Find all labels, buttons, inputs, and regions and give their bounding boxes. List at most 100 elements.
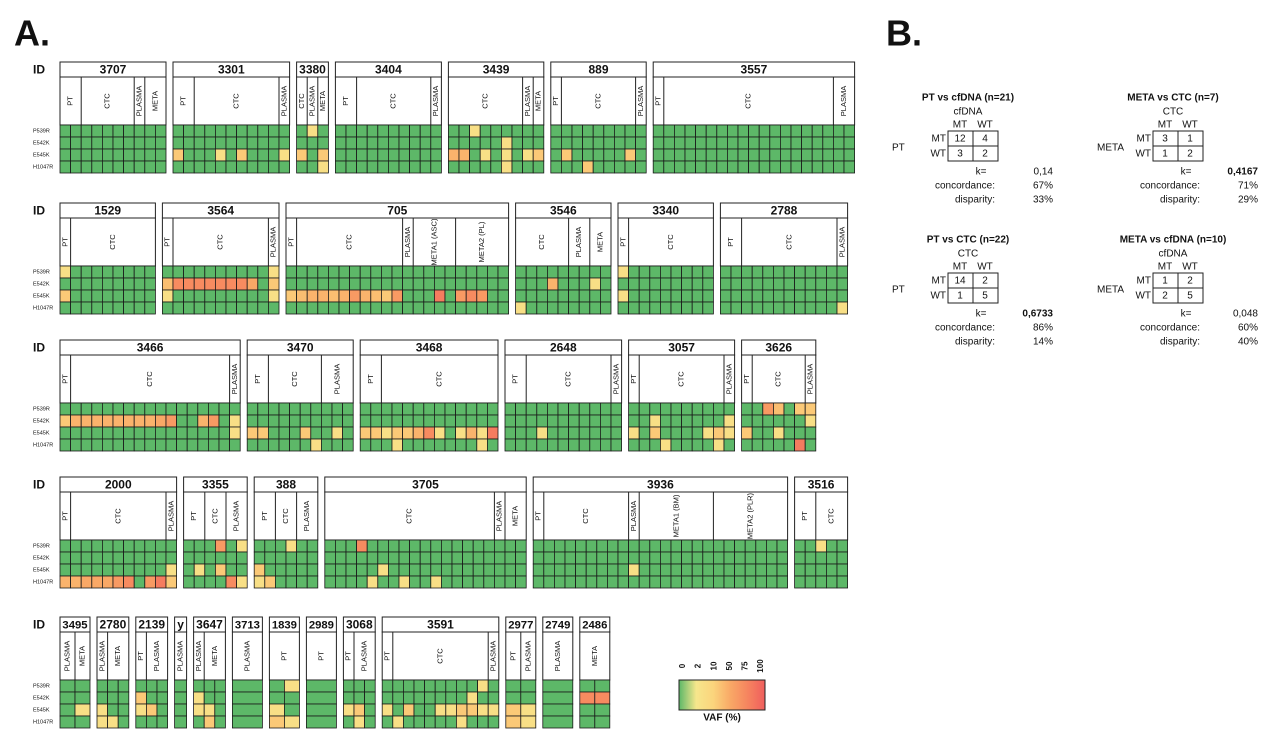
vaf-cell <box>324 551 336 565</box>
vaf-cell <box>836 563 849 577</box>
vaf-cell <box>353 679 366 693</box>
vaf-cell <box>550 148 562 162</box>
vaf-cell <box>257 426 269 440</box>
vaf-cell <box>398 136 411 150</box>
vaf-cell <box>836 539 849 553</box>
vaf-cell <box>557 438 570 452</box>
vaf-cell <box>536 414 548 428</box>
vaf-cell <box>207 426 220 440</box>
vaf-cell <box>762 265 774 279</box>
vaf-cell <box>283 691 300 705</box>
panel-label: A. <box>14 13 50 54</box>
vaf-cell <box>80 160 93 174</box>
vaf-cell <box>59 703 76 717</box>
vaf-cell <box>257 160 269 174</box>
vaf-cell <box>723 402 736 416</box>
sample-box <box>334 76 442 126</box>
vaf-cell <box>465 402 478 416</box>
vaf-cell <box>165 402 178 416</box>
k-label: k= <box>1181 167 1192 178</box>
vaf-cell <box>413 691 426 705</box>
vaf-cell <box>804 563 817 577</box>
vaf-cell <box>267 426 280 440</box>
vaf-cell <box>327 301 340 315</box>
vaf-cell <box>550 160 562 174</box>
vaf-cell <box>695 136 707 150</box>
sample-box <box>161 217 280 267</box>
vaf-cell <box>568 301 580 315</box>
vaf-cell <box>557 402 570 416</box>
vaf-cell <box>663 148 675 162</box>
vaf-cell <box>758 148 771 162</box>
vaf-cell <box>214 160 227 174</box>
vaf-cell <box>402 426 414 440</box>
vaf-cell <box>391 277 404 291</box>
vaf-cell <box>342 426 354 440</box>
vaf-cell <box>193 563 206 577</box>
patient-id: 3713 <box>235 619 260 631</box>
sample-box <box>59 76 167 126</box>
sample-box <box>550 76 647 126</box>
vaf-cell <box>80 414 93 428</box>
vaf-cell <box>370 402 382 416</box>
sample-label: PLASMA <box>97 641 106 671</box>
vaf-cell <box>445 691 457 705</box>
vaf-cell <box>214 563 227 577</box>
vaf-cell <box>493 563 506 577</box>
vaf-cell <box>183 136 195 150</box>
vaf-cell <box>522 136 534 150</box>
row-group: PT <box>892 285 905 296</box>
vaf-cell <box>691 414 704 428</box>
vaf-cell <box>225 148 238 162</box>
vaf-cell <box>236 551 248 565</box>
vaf-cell <box>515 277 527 291</box>
vaf-cell <box>836 265 849 279</box>
disparity-value: 40% <box>1238 337 1258 348</box>
vaf-cell <box>231 715 263 729</box>
col-label: MT <box>1158 120 1172 131</box>
sample-box <box>285 217 510 267</box>
vaf-cell <box>794 301 806 315</box>
vaf-cell <box>762 301 774 315</box>
vaf-cell <box>107 679 119 693</box>
sample-label: META <box>318 91 327 111</box>
vaf-cell <box>91 265 103 279</box>
vaf-cell <box>70 124 82 138</box>
vaf-cell <box>370 414 382 428</box>
vaf-cell <box>398 124 411 138</box>
vaf-cell <box>702 563 714 577</box>
vaf-cell <box>144 414 156 428</box>
vaf-cell <box>780 124 792 138</box>
vaf-cell <box>600 301 612 315</box>
vaf-cell <box>564 551 577 565</box>
sample-label: PT <box>742 374 751 384</box>
vaf-cell <box>751 301 764 315</box>
vaf-cell <box>366 148 379 162</box>
vaf-cell <box>419 160 432 174</box>
vaf-cell <box>102 563 114 577</box>
vaf-cell <box>433 289 446 303</box>
vaf-cell <box>204 551 216 565</box>
vaf-cell <box>681 426 693 440</box>
vaf-cell <box>356 136 368 150</box>
vaf-cell <box>547 277 559 291</box>
vaf-cell <box>285 539 298 553</box>
sample-box <box>532 491 789 541</box>
col-label: WT <box>977 262 993 273</box>
vaf-cell <box>758 160 771 174</box>
vaf-cell <box>578 438 591 452</box>
vaf-cell <box>681 414 693 428</box>
vaf-cell <box>331 438 344 452</box>
sample-label: PLASMA <box>636 86 645 116</box>
sample-label: PLASMA <box>553 641 562 671</box>
vaf-cell <box>96 679 109 693</box>
table-cell: 4 <box>982 134 988 145</box>
patient-id: 3626 <box>765 341 792 355</box>
vaf-cell <box>624 148 637 162</box>
vaf-cell <box>391 289 404 303</box>
vaf-cell <box>603 124 615 138</box>
vaf-cell <box>568 438 580 452</box>
vaf-cell <box>359 426 372 440</box>
patient-id: 3707 <box>100 63 127 77</box>
vaf-cell <box>342 402 354 416</box>
